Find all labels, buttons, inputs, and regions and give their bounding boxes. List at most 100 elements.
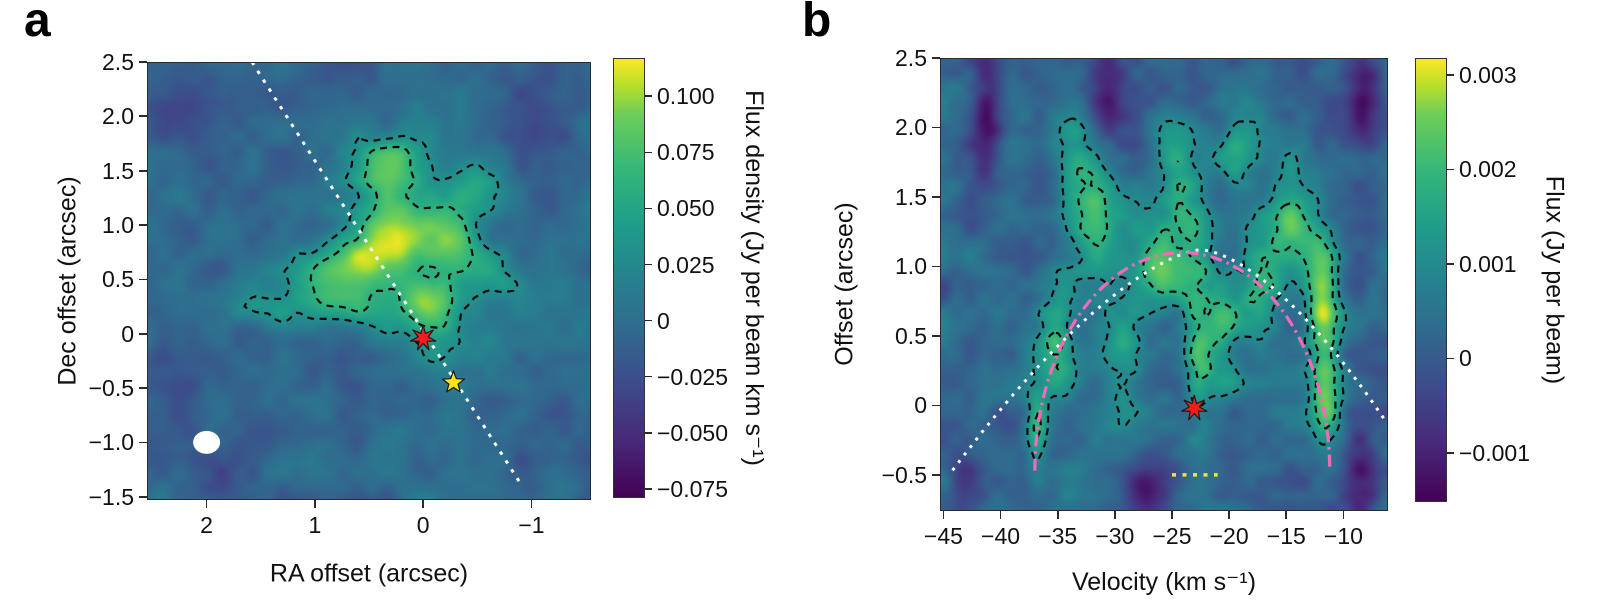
y-tick-mark — [932, 474, 940, 476]
red-star-marker — [409, 324, 437, 351]
y-tick-mark — [139, 278, 147, 281]
x-tick-label: 1 — [308, 512, 322, 538]
colorbar-tick-label: 0.001 — [1459, 250, 1517, 277]
panel-a-plot — [147, 62, 591, 500]
contour-path — [1026, 117, 1348, 462]
colorbar-tick-mark — [645, 432, 652, 434]
contour-path — [1174, 201, 1200, 243]
colorbar-tick-mark — [645, 207, 652, 210]
y-tick-label: 1.0 — [895, 253, 927, 280]
panel-a-heatmap-canvas — [147, 62, 591, 500]
y-tick-label: 2.0 — [102, 103, 134, 130]
contour-path — [1045, 331, 1064, 356]
y-tick-mark — [139, 441, 147, 444]
y-tick-mark — [139, 387, 147, 389]
y-tick-mark — [932, 335, 940, 337]
colorbar-tick-mark — [1447, 357, 1454, 360]
x-tick-label: −45 — [923, 523, 963, 549]
red-star-marker — [1181, 394, 1208, 421]
y-tick-mark — [139, 224, 147, 226]
x-tick-mark — [942, 511, 945, 519]
y-tick-mark — [932, 57, 940, 59]
y-tick-label: 0.5 — [895, 322, 927, 349]
panel-a-x-axis-title: RA offset (arcsec) — [269, 559, 469, 588]
x-tick-label: −35 — [1038, 523, 1078, 549]
contour-path — [309, 145, 474, 329]
beam-ellipse — [193, 430, 221, 454]
colorbar-tick-label: −0.025 — [657, 363, 728, 390]
y-tick-label: 2.5 — [102, 49, 134, 75]
colorbar-tick-mark — [1447, 168, 1454, 171]
colorbar-tick-mark — [645, 376, 652, 378]
y-tick-label: −1.5 — [88, 483, 134, 510]
colorbar-tick-label: 0.025 — [657, 251, 715, 278]
x-tick-mark — [1056, 511, 1059, 519]
colorbar-tick-label: 0 — [657, 307, 670, 334]
x-tick-label: −20 — [1209, 523, 1249, 549]
x-tick-mark — [1342, 511, 1345, 519]
envelope-dotted-curve — [951, 248, 1386, 472]
colorbar-tick-mark — [645, 151, 652, 153]
y-tick-mark — [932, 404, 940, 407]
colorbar-tick-label: 0.100 — [657, 83, 715, 110]
colorbar-tick-mark — [1447, 74, 1454, 76]
colorbar-tick-label: −0.075 — [657, 476, 728, 503]
colorbar-tick-mark — [645, 319, 652, 322]
y-tick-label: −0.5 — [88, 375, 134, 402]
contour-path — [1247, 256, 1275, 304]
x-tick-mark — [1285, 511, 1288, 519]
y-tick-mark — [932, 126, 940, 129]
y-tick-label: 2.0 — [895, 114, 927, 141]
y-tick-mark — [139, 169, 147, 172]
panel-b-heatmap-canvas — [940, 58, 1388, 511]
colorbar-tick-label: 0.075 — [657, 139, 715, 166]
yellow-star-marker — [441, 370, 465, 393]
y-tick-mark — [932, 196, 940, 198]
x-tick-mark — [205, 500, 208, 508]
y-tick-label: 0 — [914, 392, 927, 419]
colorbar-tick-label: −0.050 — [657, 419, 728, 446]
x-tick-label: −40 — [981, 523, 1021, 549]
x-tick-label: −25 — [1152, 523, 1192, 549]
outflow-axis-dotted-line — [250, 62, 522, 485]
y-tick-label: 1.5 — [102, 157, 134, 184]
contour-path — [417, 265, 440, 280]
x-tick-label: −30 — [1095, 523, 1135, 549]
x-tick-mark — [1228, 511, 1230, 519]
colorbar-tick-label: 0.003 — [1459, 62, 1517, 88]
contour-path — [1211, 120, 1261, 185]
ring-model-pink-curve — [1033, 250, 1332, 471]
panel-b-plot — [940, 58, 1388, 511]
y-tick-label: 0 — [121, 320, 134, 347]
colorbar-tick-mark — [645, 263, 652, 266]
colorbar-tick-mark — [645, 95, 652, 97]
colorbar-tick-mark — [1447, 263, 1454, 265]
panel-b-label: b — [802, 0, 832, 47]
colorbar-tick-mark — [1447, 452, 1454, 454]
contour-path — [1271, 202, 1339, 430]
contour-path — [1055, 363, 1062, 371]
y-tick-mark — [139, 495, 147, 498]
x-tick-mark — [314, 500, 316, 508]
x-tick-mark — [1114, 511, 1116, 519]
y-tick-label: −1.0 — [88, 429, 134, 456]
x-tick-mark — [422, 500, 424, 508]
colorbar-tick-label: −0.001 — [1459, 439, 1530, 466]
colorbar-tick-label: 0.002 — [1459, 156, 1517, 183]
y-tick-mark — [139, 115, 147, 118]
panel-a-overlay — [193, 62, 522, 485]
panel-b-overlay — [951, 117, 1386, 477]
contour-path — [243, 134, 519, 364]
y-tick-label: 1.0 — [102, 212, 134, 239]
y-tick-label: 0.5 — [102, 266, 134, 293]
x-tick-mark — [530, 500, 533, 508]
x-tick-label: 2 — [200, 512, 213, 538]
panel-b-x-axis-title: Velocity (km s⁻¹) — [1071, 568, 1257, 596]
x-tick-label: 0 — [416, 512, 430, 538]
panel-a-label: a — [24, 0, 51, 47]
y-tick-label: −0.5 — [881, 461, 927, 488]
x-tick-label: −15 — [1266, 523, 1306, 549]
x-tick-mark — [999, 511, 1002, 519]
y-tick-mark — [139, 61, 147, 63]
